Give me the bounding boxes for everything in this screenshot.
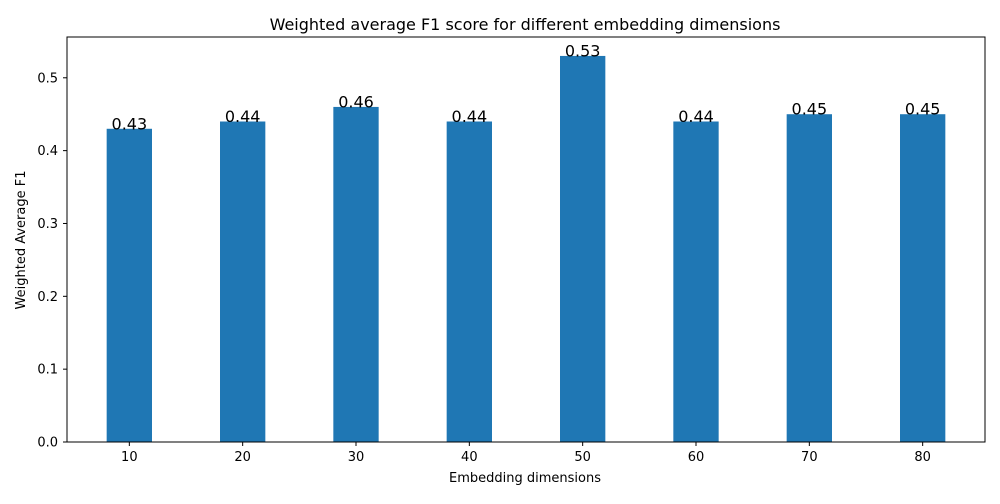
bar-60 [673,121,719,443]
data-label-80: 0.45 [905,100,941,119]
x-axis-label: Embedding dimensions [449,471,601,486]
y-tick-label-0.0: 0.0 [37,436,58,451]
y-tick-label-0.1: 0.1 [37,363,58,378]
data-label-20: 0.44 [225,107,261,126]
data-label-50: 0.53 [565,41,601,60]
bar-10 [106,128,152,442]
x-tick-label-60: 60 [688,450,705,465]
x-tick-label-40: 40 [461,450,478,465]
bars-layer [106,55,946,443]
chart-title: Weighted average F1 score for different … [270,15,781,34]
bar-40 [446,121,492,443]
bar-80 [900,114,946,443]
x-tick-label-10: 10 [121,450,138,465]
data-label-30: 0.46 [338,92,374,111]
y-tick-label-0.4: 0.4 [37,144,58,159]
data-label-70: 0.45 [792,100,828,119]
bar-30 [333,106,379,443]
x-tick-label-50: 50 [574,450,591,465]
x-tick-label-20: 20 [234,450,251,465]
y-tick-label-0.2: 0.2 [37,290,58,305]
data-label-40: 0.44 [452,107,488,126]
bar-70 [786,114,832,443]
bar-50 [560,55,606,443]
x-tick-label-30: 30 [348,450,365,465]
data-label-60: 0.44 [678,107,714,126]
axes-layer: 10 20 30 40 50 60 70 80 0.0 0.1 0.2 0.3 0.4 0.5 [37,36,986,465]
data-label-10: 0.43 [112,114,148,133]
x-tick-label-70: 70 [801,450,818,465]
y-axis-label: Weighted Average F1 [14,171,29,310]
data-labels-layer: 0.43 0.44 0.46 0.44 0.53 0.44 0.45 0.45 [112,41,941,133]
bar-20 [220,121,266,443]
y-tick-label-0.3: 0.3 [37,217,58,232]
x-tick-label-80: 80 [914,450,931,465]
y-tick-label-0.5: 0.5 [37,71,58,86]
plot-frame [66,36,986,443]
